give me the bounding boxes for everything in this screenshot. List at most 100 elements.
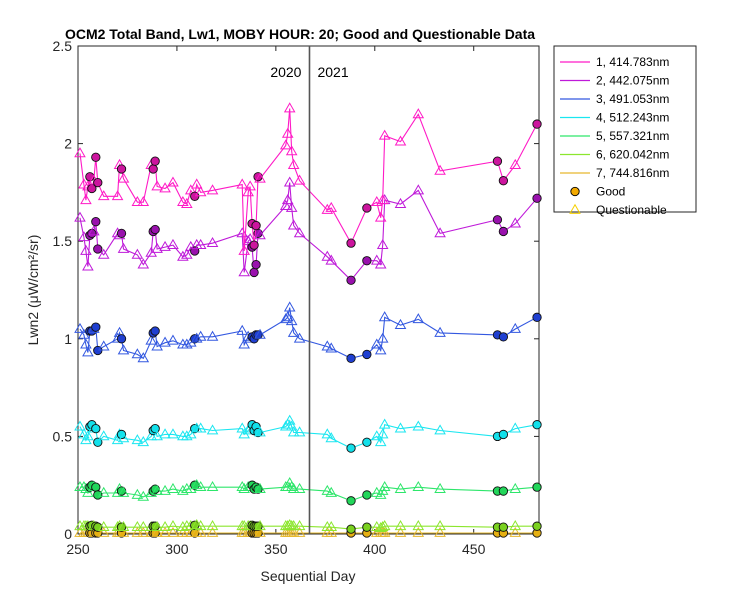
good-point (498, 176, 509, 186)
questionable-point (111, 190, 124, 201)
good-point (249, 267, 259, 278)
questionable-point (131, 526, 144, 537)
good-point (251, 259, 261, 270)
questionable-point (394, 135, 407, 146)
questionable-point (378, 519, 391, 531)
questionable-point (285, 201, 298, 212)
questionable-point (281, 127, 294, 138)
good-point (116, 429, 127, 440)
questionable-point (376, 428, 389, 439)
questionable-point (137, 490, 150, 501)
questionable-point (177, 520, 189, 532)
questionable-point (151, 520, 163, 532)
questionable-point (378, 526, 391, 537)
questionable-point (374, 211, 387, 222)
questionable-point (206, 424, 219, 435)
questionable-point (242, 234, 254, 246)
questionable-point (206, 519, 219, 531)
questionable-point (167, 482, 179, 493)
questionable-point (509, 482, 522, 493)
good-point (498, 429, 509, 440)
questionable-point (434, 519, 446, 531)
series-7 (74, 526, 542, 538)
questionable-point (394, 422, 407, 433)
x-axis-label: Sequential Day (261, 568, 356, 584)
questionable-point (279, 313, 292, 324)
questionable-point (184, 184, 197, 195)
questionable-point (137, 352, 150, 363)
questionable-point (82, 486, 94, 497)
questionable-point (434, 227, 446, 238)
questionable-point (137, 195, 150, 207)
questionable-point (117, 432, 130, 443)
questionable-point (254, 519, 266, 531)
legend-good-marker (570, 186, 580, 197)
questionable-point (279, 139, 292, 150)
legend-entry-label: 5, 557.321nm (596, 129, 669, 143)
questionable-point (374, 521, 387, 533)
questionable-point (281, 194, 294, 205)
questionable-point (434, 164, 446, 175)
good-point (116, 164, 127, 174)
legend-box (553, 45, 697, 213)
questionable-point (181, 430, 193, 441)
series-3 (74, 301, 542, 363)
questionable-point (206, 480, 219, 492)
good-point (362, 437, 372, 447)
questionable-point (254, 328, 266, 339)
questionable-point (131, 488, 144, 499)
questionable-point (159, 526, 171, 537)
good-point (492, 215, 503, 225)
questionable-point (434, 526, 446, 537)
series-line (79, 419, 538, 449)
series-1 (74, 102, 542, 255)
good-point (362, 203, 372, 213)
questionable-point (378, 480, 391, 492)
questionable-point (238, 244, 251, 255)
questionable-point (206, 184, 219, 195)
good-point (150, 326, 160, 336)
questionable-point (279, 199, 292, 210)
questionable-point (137, 258, 150, 269)
questionable-point (412, 184, 425, 195)
questionable-point (394, 482, 407, 493)
good-point (346, 443, 356, 453)
good-point (91, 482, 101, 492)
good-point (91, 217, 101, 227)
questionable-point (131, 248, 144, 259)
questionable-point (281, 311, 294, 322)
y-tick-label: 2.5 (53, 38, 73, 54)
questionable-point (177, 250, 189, 261)
legend-marker-label: Questionable (596, 203, 667, 217)
good-point (492, 156, 503, 166)
questionable-point (370, 338, 383, 349)
questionable-point (293, 426, 306, 437)
good-point (91, 423, 101, 434)
questionable-point (374, 436, 387, 447)
questionable-point (97, 248, 110, 259)
questionable-point (145, 430, 158, 441)
questionable-point (370, 254, 383, 265)
year-label-2021: 2021 (317, 64, 348, 80)
questionable-point (238, 266, 251, 277)
questionable-point (287, 219, 300, 230)
legend-entry-label: 7, 744.816nm (596, 166, 669, 180)
questionable-point (137, 520, 150, 532)
questionable-point (287, 519, 300, 531)
series-6 (74, 519, 542, 534)
questionable-point (434, 482, 446, 493)
legend-entry-label: 2, 442.075nm (596, 74, 669, 88)
questionable-point (412, 313, 425, 324)
questionable-point (287, 426, 300, 437)
x-tick-label: 400 (363, 541, 387, 557)
questionable-point (394, 197, 407, 208)
questionable-point (74, 322, 86, 333)
x-tick-label: 250 (66, 541, 90, 557)
questionable-point (131, 434, 144, 445)
year-label-2020: 2020 (270, 64, 301, 80)
questionable-point (97, 486, 110, 497)
good-point (346, 275, 356, 285)
questionable-point (244, 233, 256, 244)
questionable-point (145, 334, 158, 345)
questionable-point (159, 240, 171, 251)
